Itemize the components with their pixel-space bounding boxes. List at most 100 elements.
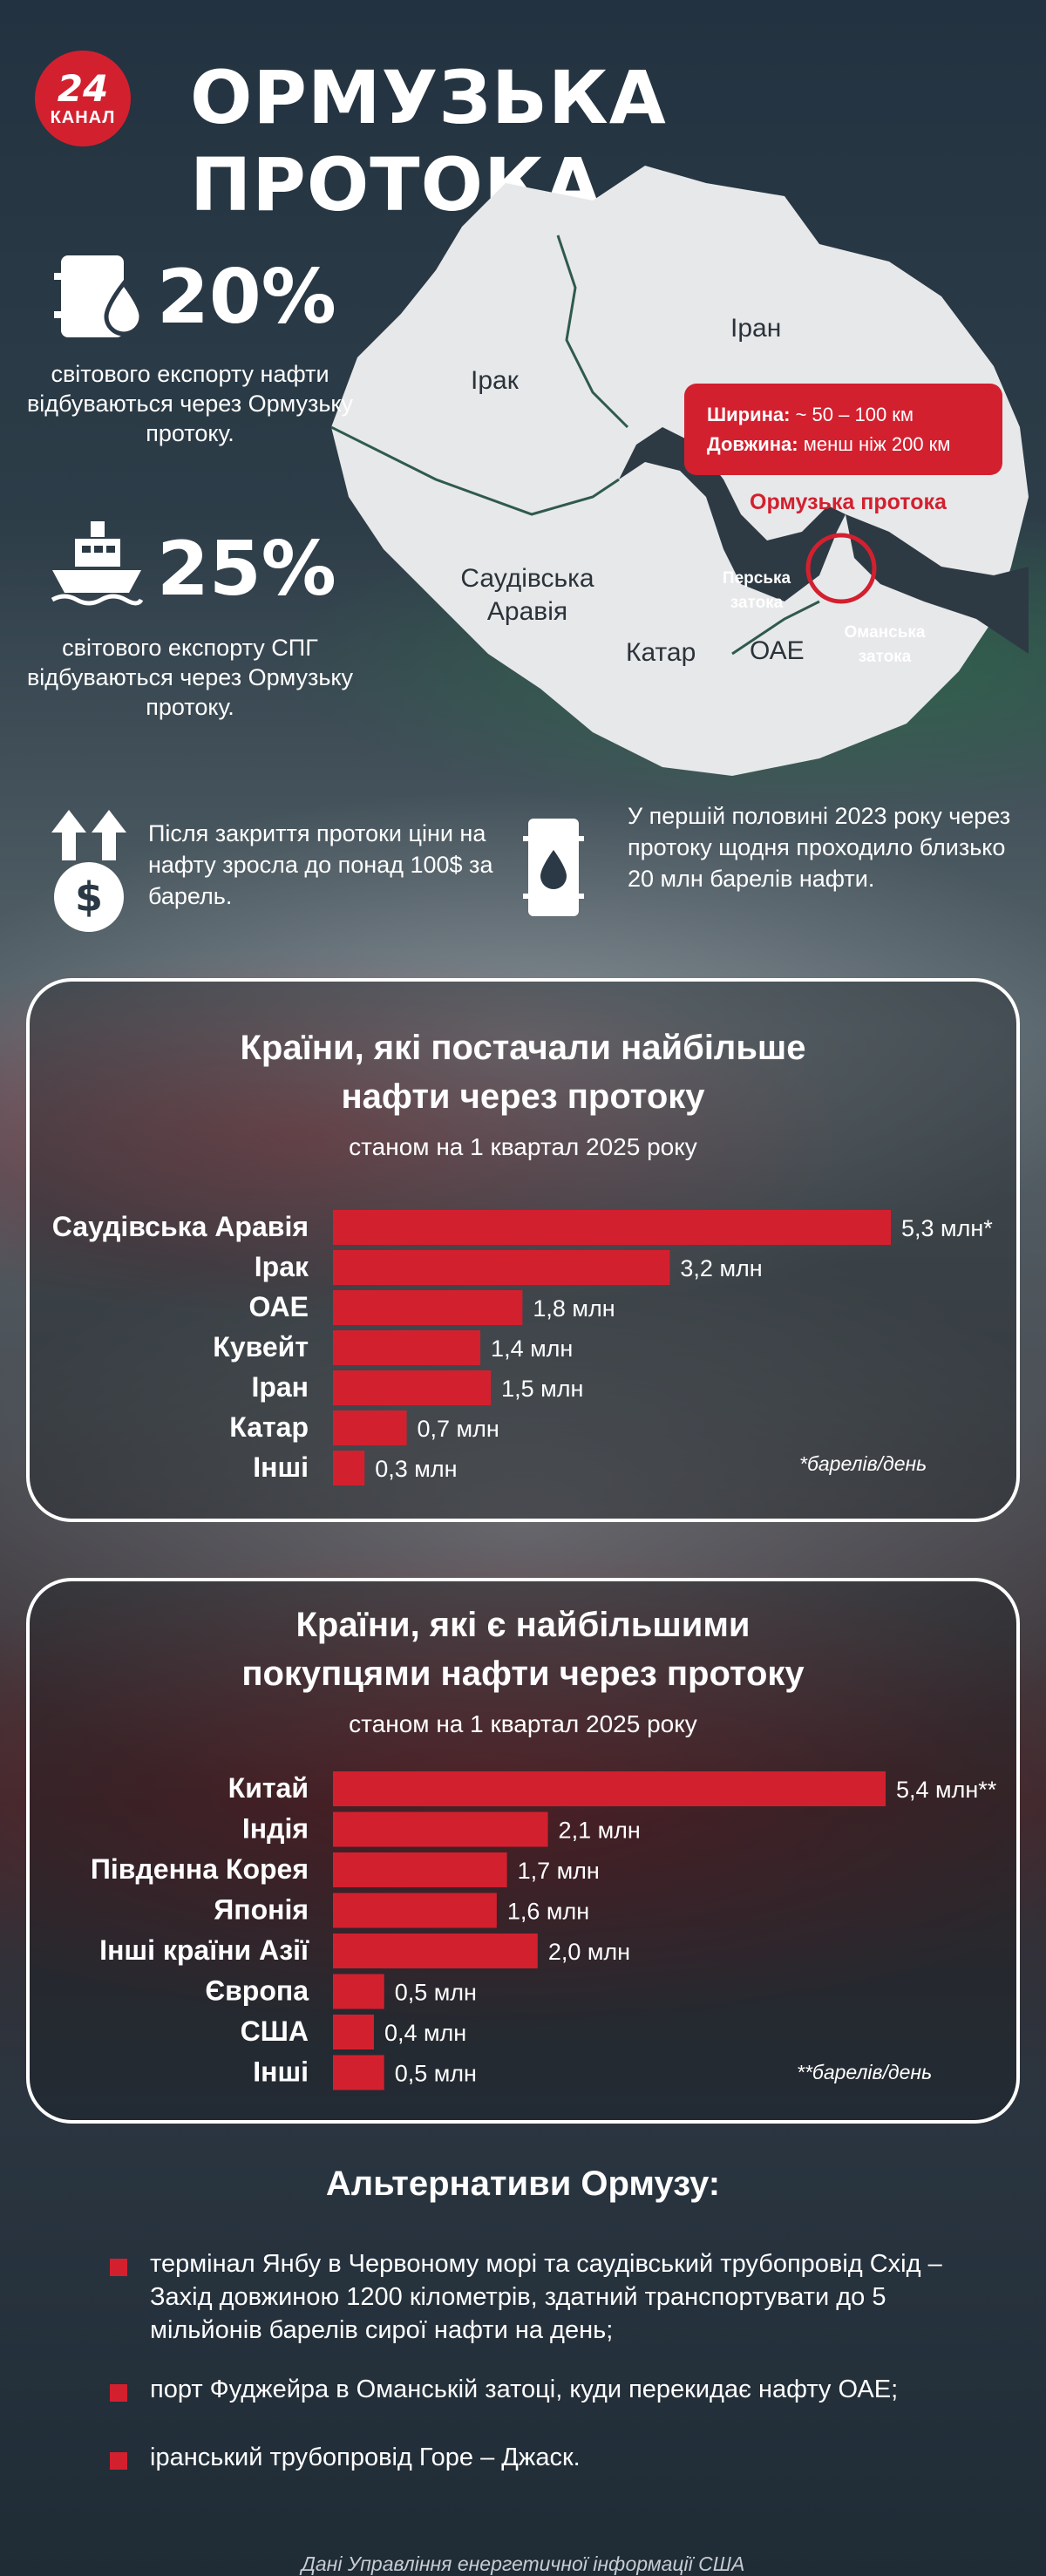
category-label: Південна Корея bbox=[91, 1853, 309, 1885]
bar bbox=[333, 1974, 384, 2009]
value-label: 1,5 млн bbox=[501, 1376, 583, 1402]
value-label: 0,3 млн bbox=[375, 1456, 457, 1482]
width-value: ~ 50 – 100 км bbox=[795, 403, 914, 425]
svg-text:$: $ bbox=[75, 873, 103, 921]
bar bbox=[333, 1771, 886, 1806]
alternative-text: термінал Янбу в Червоному морі та саудів… bbox=[150, 2250, 942, 2344]
strait-info-box: Ширина: ~ 50 – 100 км Довжина: менш ніж … bbox=[684, 384, 1002, 475]
suppliers-chart-subtitle: станом на 1 квартал 2025 року bbox=[349, 1133, 697, 1160]
logo-word: КАНАЛ bbox=[50, 107, 116, 127]
map-label-iran: Іран bbox=[730, 314, 782, 343]
buyers-chart-title-line2: покупцями нафти через протоку bbox=[241, 1655, 805, 1693]
category-label: США bbox=[241, 2015, 309, 2047]
border-saudi-uae bbox=[731, 600, 820, 656]
buyers-chart-subtitle: станом на 1 квартал 2025 року bbox=[349, 1710, 697, 1737]
category-label: Інші bbox=[253, 2056, 309, 2088]
alternative-text: порт Фуджейра в Оманській затоці, куди п… bbox=[150, 2375, 899, 2403]
bullet-icon bbox=[110, 2259, 127, 2276]
bar bbox=[333, 1370, 492, 1405]
alternative-text: іранський трубопровід Горе – Джаск. bbox=[150, 2443, 581, 2471]
price-up-dollar-icon: $ bbox=[48, 806, 131, 937]
value-label: 1,7 млн bbox=[518, 1858, 600, 1884]
category-label: Ірак bbox=[255, 1251, 309, 1282]
bar bbox=[333, 1451, 365, 1485]
buyers-chart-note: **барелів/день bbox=[797, 2061, 933, 2083]
border-iraq-iran bbox=[556, 234, 629, 429]
suppliers-chart-note: *барелів/день bbox=[799, 1452, 927, 1475]
persian-gulf-water bbox=[619, 427, 846, 602]
length-value: менш ніж 200 км bbox=[803, 432, 951, 455]
strait-length-line: Довжина: менш ніж 200 км bbox=[707, 430, 1002, 459]
stat-oil-value: 20% bbox=[157, 254, 336, 341]
source-note: Дані Управління енергетичної інформації … bbox=[301, 2552, 745, 2575]
region-map: Іран Ірак Саудівська Аравія Катар ОАЕ Пе… bbox=[330, 166, 1046, 793]
suppliers-chart-title-line1: Країни, які постачали найбільше bbox=[240, 1029, 806, 1067]
category-label: Індія bbox=[242, 1813, 309, 1845]
category-label: Інші країни Азії bbox=[99, 1934, 309, 1966]
tanker-ship-icon bbox=[49, 513, 145, 613]
category-label: Катар bbox=[229, 1411, 309, 1443]
bar bbox=[333, 1290, 523, 1325]
suppliers-chart-panel: Країни, які постачали найбільше нафти че… bbox=[26, 978, 1020, 1522]
map-label-strait: Ормузька протока bbox=[750, 490, 947, 514]
width-label: Ширина: bbox=[707, 403, 791, 425]
category-label: ОАЕ bbox=[248, 1291, 309, 1322]
value-label: 3,2 млн bbox=[680, 1255, 762, 1281]
bullet-icon bbox=[110, 2384, 127, 2402]
value-label: 1,4 млн bbox=[491, 1336, 573, 1362]
bar bbox=[333, 1210, 891, 1245]
map-label-uae: ОАЕ bbox=[750, 636, 805, 665]
buyers-bar-chart: Китай 5,4 млн** Індія 2,1 млн Південна Корея… bbox=[91, 1771, 997, 2090]
bar bbox=[333, 1852, 507, 1887]
category-label: Китай bbox=[228, 1772, 309, 1804]
buyers-chart-panel: Країни, які є найбільшими покупцями нафт… bbox=[26, 1578, 1020, 2124]
strait-marker bbox=[805, 533, 877, 604]
length-label: Довжина: bbox=[707, 432, 798, 455]
value-label: 0,4 млн bbox=[384, 2020, 466, 2046]
buyers-chart-title-line1: Країни, які є найбільшими bbox=[295, 1606, 751, 1644]
oil-barrel-icon bbox=[523, 815, 584, 924]
stat-lng-text: світового експорту СПГ відбуваються чере… bbox=[26, 635, 354, 720]
value-label: 1,8 млн bbox=[533, 1295, 615, 1322]
bar bbox=[333, 1893, 497, 1928]
category-label: Європа bbox=[205, 1975, 309, 2007]
category-label: Кувейт bbox=[213, 1331, 309, 1363]
value-label: 5,3 млн* bbox=[901, 1215, 993, 1241]
value-label: 1,6 млн bbox=[507, 1899, 589, 1925]
strait-width-line: Ширина: ~ 50 – 100 км bbox=[707, 400, 1002, 430]
bar bbox=[333, 2015, 374, 2049]
category-label: Іран bbox=[251, 1371, 309, 1403]
category-label: Інші bbox=[253, 1451, 309, 1483]
bar bbox=[333, 1410, 407, 1445]
value-label: 2,1 млн bbox=[559, 1818, 641, 1844]
category-label: Саудівська Аравія bbox=[52, 1211, 309, 1242]
alternative-item: термінал Янбу в Червоному морі та саудів… bbox=[110, 2247, 987, 2347]
fact-price-text: Після закриття протоки ціни на нафту зро… bbox=[148, 820, 493, 909]
map-label-saudi: Саудівська Аравія bbox=[460, 564, 594, 626]
map-label-iraq: Ірак bbox=[471, 366, 519, 395]
bar bbox=[333, 1330, 481, 1365]
border-iraq-saudi bbox=[330, 425, 620, 516]
map-label-oman-gulf: Оманська затока bbox=[844, 623, 926, 666]
bar bbox=[333, 1934, 538, 1968]
stat-oil-text: світового експорту нафти відбуваються че… bbox=[26, 361, 354, 446]
bar bbox=[333, 2055, 384, 2090]
value-label: 0,5 млн bbox=[395, 2061, 477, 2087]
suppliers-chart-title-line2: нафти через протоку bbox=[341, 1077, 705, 1116]
bar bbox=[333, 1811, 548, 1847]
fact-volume-text: У першій половині 2023 року через проток… bbox=[628, 803, 1011, 892]
gulf-of-oman-water bbox=[846, 514, 1029, 654]
value-label: 5,4 млн** bbox=[896, 1777, 997, 1803]
category-label: Японія bbox=[214, 1894, 309, 1926]
suppliers-bar-chart: Саудівська Аравія 5,3 млн* Ірак 3,2 млн ОАЕ 1… bbox=[52, 1210, 993, 1485]
alternative-item: порт Фуджейра в Оманській затоці, куди п… bbox=[110, 2373, 987, 2406]
map-label-persian-gulf: Перська затока bbox=[722, 569, 791, 612]
channel-24-logo: 24 КАНАЛ bbox=[35, 51, 131, 146]
stat-lng-value: 25% bbox=[157, 526, 336, 613]
bullet-icon bbox=[110, 2452, 127, 2470]
value-label: 2,0 млн bbox=[548, 1939, 630, 1965]
map-label-qatar: Катар bbox=[626, 638, 696, 667]
alternatives-title: Альтернативи Ормузу: bbox=[325, 2165, 721, 2203]
bar bbox=[333, 1250, 670, 1285]
alternative-item: іранський трубопровід Горе – Джаск. bbox=[110, 2441, 987, 2474]
